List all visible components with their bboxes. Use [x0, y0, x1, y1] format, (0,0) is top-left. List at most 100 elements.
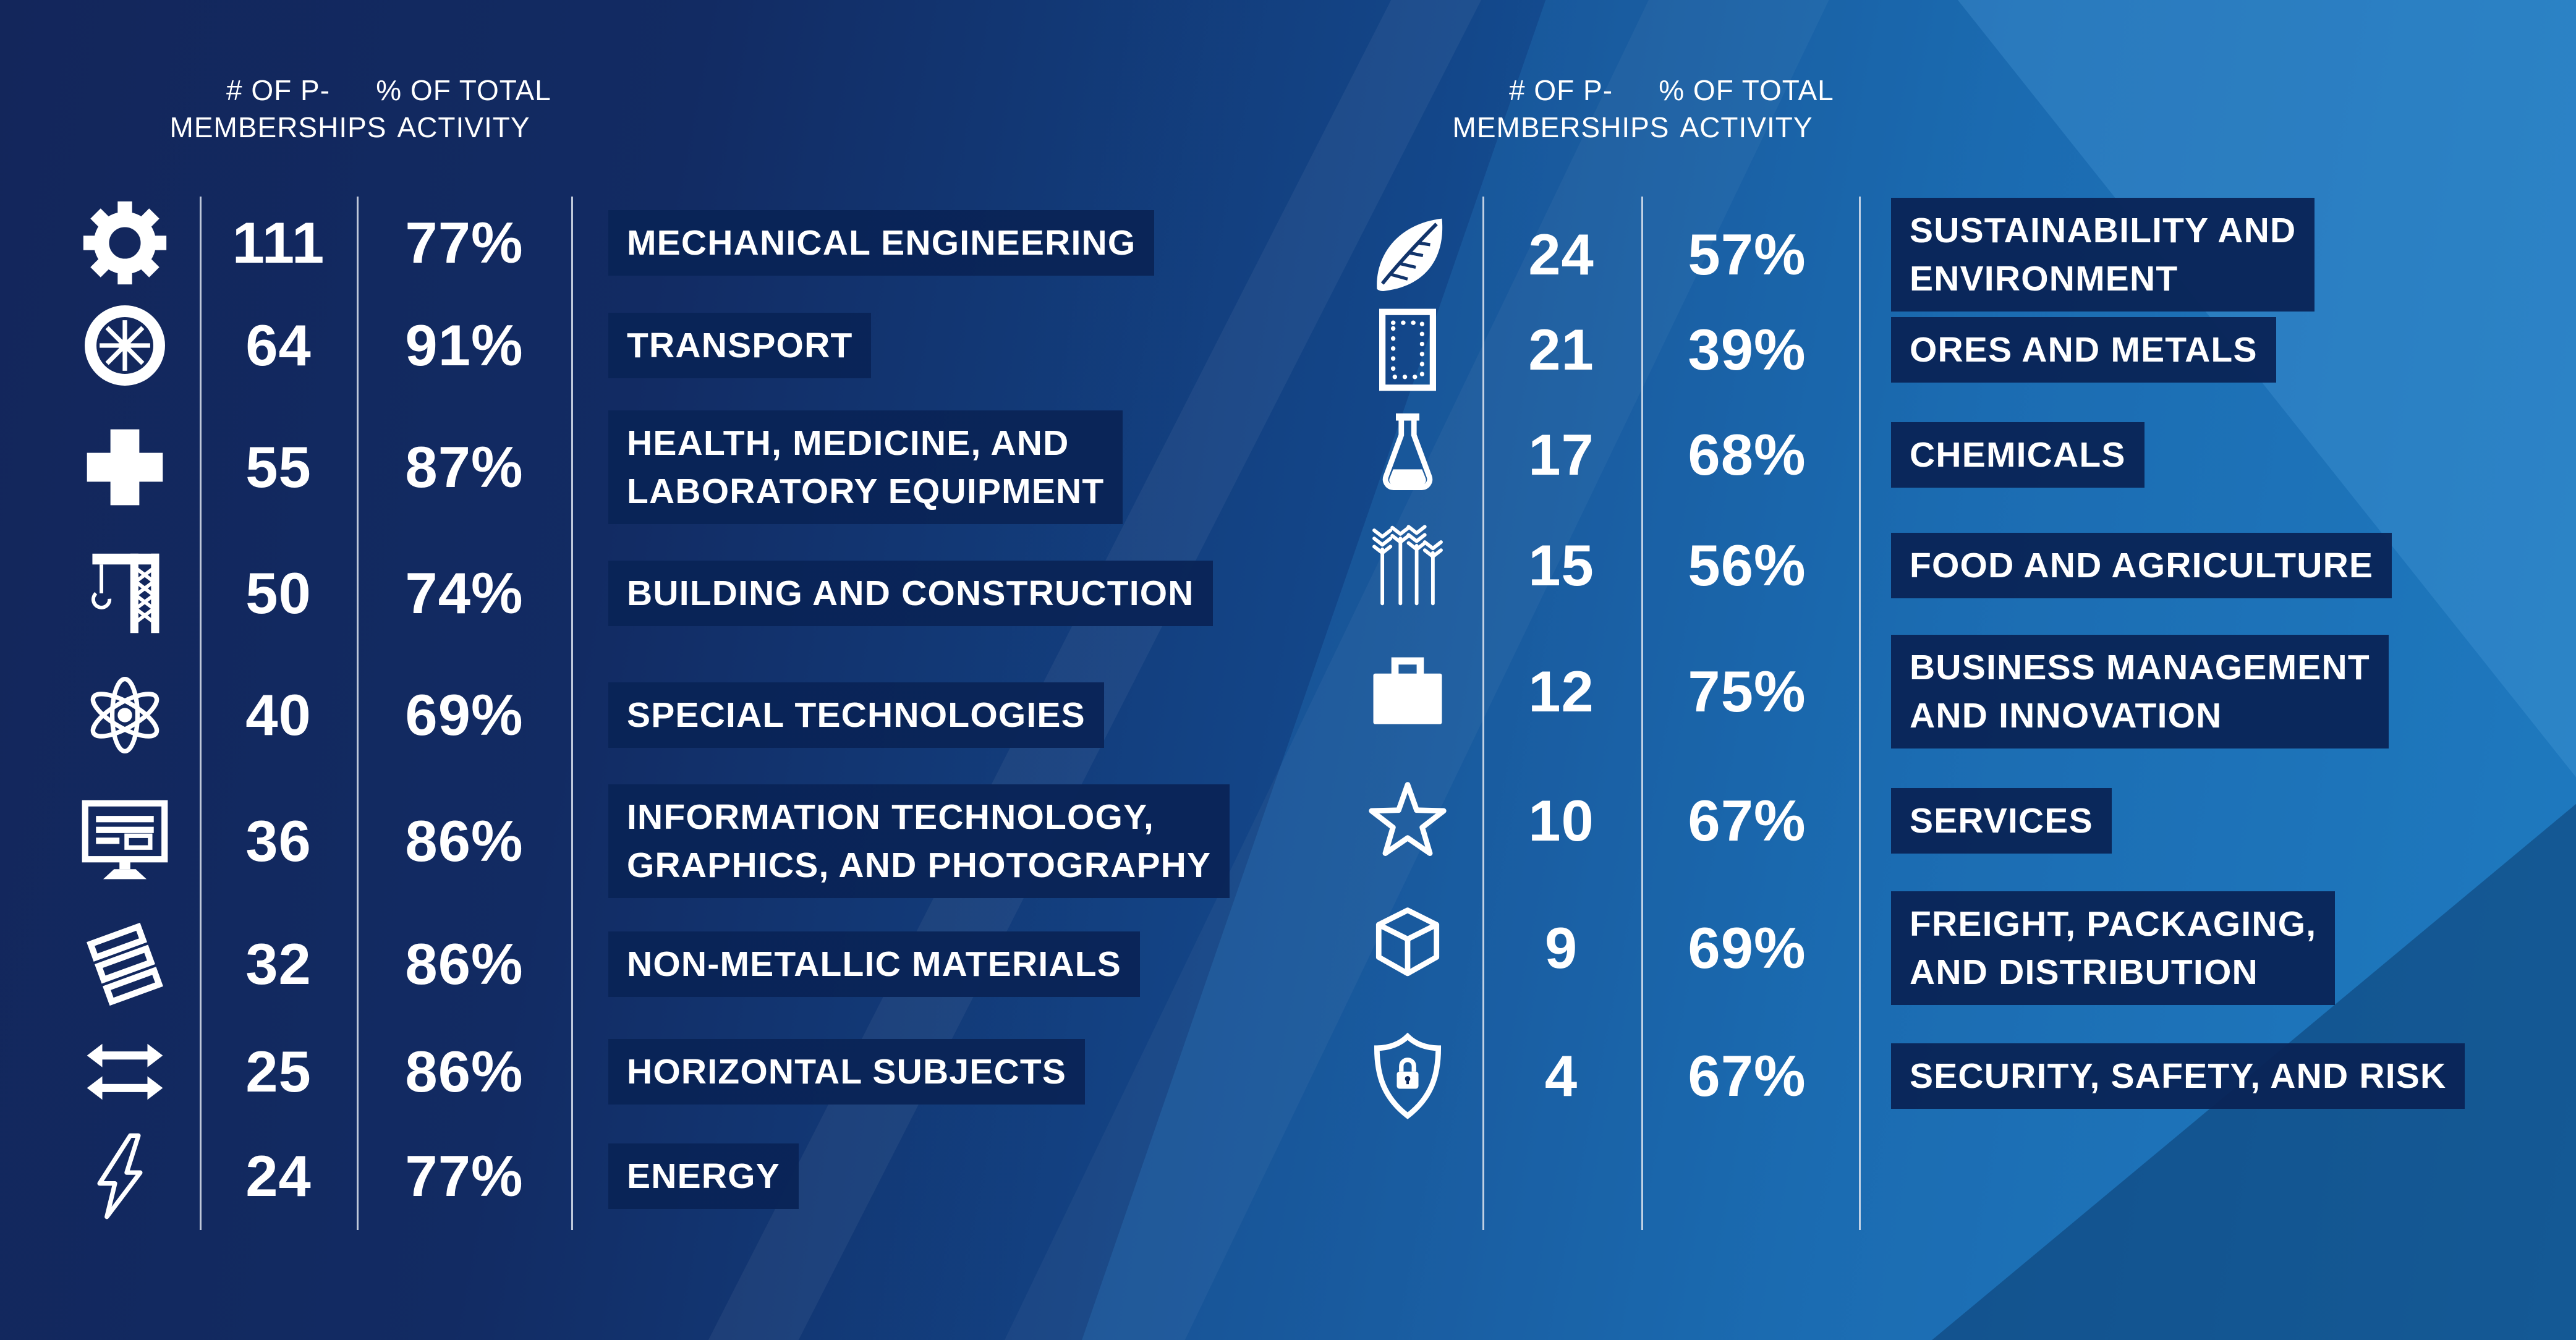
activity-percent: 86%	[405, 931, 524, 996]
activity-percent: 86%	[405, 1038, 524, 1104]
layers-icon	[49, 919, 200, 1009]
memberships-count: 40	[245, 682, 312, 747]
star-icon	[1332, 776, 1482, 866]
category-label: SECURITY, SAFETY, AND RISK	[1891, 1043, 2465, 1109]
category-label: SUSTAINABILITY AND ENVIRONMENT	[1891, 198, 2315, 312]
activity-percent: 69%	[1688, 915, 1806, 980]
memberships-count: 55	[245, 435, 312, 499]
activity-percent: 86%	[405, 808, 524, 873]
activity-percent: 67%	[1688, 788, 1806, 853]
category-label: FREIGHT, PACKAGING, AND DISTRIBUTION	[1891, 891, 2336, 1005]
column-divider	[1641, 197, 1643, 1230]
arrows-icon	[49, 1027, 200, 1117]
monitor-icon	[49, 796, 200, 886]
activity-percent: 68%	[1688, 422, 1806, 487]
table-row: 12 75% BUSINESS MANAGEMENT AND INNOVATION	[1332, 625, 2527, 757]
memberships-count: 50	[245, 561, 312, 625]
table-row: 25 86% HORIZONTAL SUBJECTS	[49, 1021, 1292, 1122]
memberships-count: 21	[1528, 316, 1594, 382]
table-row: 36 86% INFORMATION TECHNOLOGY, GRAPHICS, …	[49, 776, 1292, 907]
table-row: 111 77% MECHANICAL ENGINEERING	[49, 198, 1292, 288]
category-label-cell: ORES AND METALS	[1854, 316, 2527, 383]
column-divider	[200, 197, 202, 1230]
memberships-count: 24	[1528, 222, 1594, 287]
category-label: SPECIAL TECHNOLOGIES	[608, 682, 1104, 748]
gear-icon	[49, 198, 200, 288]
activity-percent: 57%	[1688, 222, 1806, 287]
memberships-count: 9	[1544, 915, 1578, 980]
memberships-count: 17	[1528, 422, 1594, 487]
left-panel: # OF P- MEMBERSHIPS % OF TOTAL ACTIVITY …	[49, 0, 1292, 1340]
memberships-count: 64	[245, 312, 312, 378]
memberships-count: 111	[232, 210, 325, 275]
category-label: TRANSPORT	[608, 312, 872, 378]
category-label: FOOD AND AGRICULTURE	[1891, 533, 2392, 598]
column-divider	[1859, 197, 1861, 1230]
table-row: 32 86% NON-METALLIC MATERIALS	[49, 907, 1292, 1021]
category-label: HEALTH, MEDICINE, AND LABORATORY EQUIPMEN…	[608, 410, 1123, 524]
activity-column-header: % OF TOTAL ACTIVITY	[376, 74, 551, 143]
activity-percent: 91%	[405, 312, 524, 378]
category-label-cell: SECURITY, SAFETY, AND RISK	[1854, 1043, 2527, 1109]
medical-cross-icon	[49, 422, 200, 512]
category-label-cell: FOOD AND AGRICULTURE	[1854, 533, 2527, 598]
memberships-count: 15	[1528, 533, 1594, 598]
activity-percent: 74%	[405, 561, 524, 625]
briefcase-icon	[1332, 647, 1482, 737]
left-panel-rows: 111 77% MECHANICAL ENGINEERING 64 91% TR…	[49, 0, 1292, 1340]
category-label-cell: SPECIAL TECHNOLOGIES	[571, 682, 1292, 748]
category-label-cell: BUILDING AND CONSTRUCTION	[571, 561, 1292, 626]
table-row: 10 67% SERVICES	[1332, 757, 2527, 884]
category-label: CHEMICALS	[1891, 422, 2145, 488]
table-row: 4 67% SECURITY, SAFETY, AND RISK	[1332, 1012, 2527, 1140]
category-label: ENERGY	[608, 1143, 799, 1209]
memberships-column-header: # OF P- MEMBERSHIPS	[1452, 74, 1670, 143]
category-label: NON-METALLIC MATERIALS	[608, 931, 1141, 997]
activity-percent: 87%	[405, 435, 524, 499]
activity-percent: 77%	[405, 1143, 524, 1208]
wheel-icon	[49, 300, 200, 391]
bolt-icon	[49, 1131, 200, 1221]
table-row: 21 39% ORES AND METALS	[1332, 295, 2527, 404]
activity-percent: 77%	[405, 210, 524, 275]
category-label-cell: CHEMICALS	[1854, 422, 2527, 488]
category-label-cell: FREIGHT, PACKAGING, AND DISTRIBUTION	[1854, 891, 2527, 1005]
category-label: BUSINESS MANAGEMENT AND INNOVATION	[1891, 634, 2389, 748]
category-label-cell: NON-METALLIC MATERIALS	[571, 931, 1292, 997]
activity-column-header: % OF TOTAL ACTIVITY	[1659, 74, 1834, 143]
table-row: 50 74% BUILDING AND CONSTRUCTION	[49, 532, 1292, 655]
category-label: ORES AND METALS	[1891, 316, 2276, 383]
memberships-count: 24	[245, 1143, 312, 1208]
shield-lock-icon	[1332, 1031, 1482, 1121]
atom-icon	[49, 670, 200, 760]
wheat-icon	[1332, 520, 1482, 611]
activity-percent: 56%	[1688, 533, 1806, 598]
column-divider	[1482, 197, 1484, 1230]
category-label-cell: INFORMATION TECHNOLOGY, GRAPHICS, AND PHO…	[571, 784, 1292, 898]
memberships-count: 36	[245, 808, 312, 873]
memberships-count: 32	[245, 931, 312, 996]
table-row: 64 91% TRANSPORT	[49, 288, 1292, 402]
column-divider	[357, 197, 359, 1230]
category-label-cell: ENERGY	[571, 1143, 1292, 1209]
right-panel: # OF P- MEMBERSHIPS % OF TOTAL ACTIVITY …	[1332, 0, 2527, 1340]
activity-percent: 75%	[1688, 658, 1806, 724]
frame-icon	[1332, 305, 1482, 395]
memberships-count: 10	[1528, 788, 1594, 853]
table-row: 24 77% ENERGY	[49, 1122, 1292, 1230]
flask-icon	[1332, 410, 1482, 500]
memberships-count: 12	[1528, 658, 1594, 724]
category-label-cell: MECHANICAL ENGINEERING	[571, 210, 1292, 276]
category-label: INFORMATION TECHNOLOGY, GRAPHICS, AND PHO…	[608, 784, 1230, 898]
activity-percent: 39%	[1688, 316, 1806, 382]
category-label-cell: TRANSPORT	[571, 312, 1292, 378]
table-row: 55 87% HEALTH, MEDICINE, AND LABORATORY E…	[49, 402, 1292, 532]
leaf-icon	[1332, 210, 1482, 300]
table-row: 40 69% SPECIAL TECHNOLOGIES	[49, 655, 1292, 776]
category-label-cell: SERVICES	[1854, 788, 2527, 854]
table-row: 24 57% SUSTAINABILITY AND ENVIRONMENT	[1332, 198, 2527, 312]
category-label: MECHANICAL ENGINEERING	[608, 210, 1155, 276]
table-row: 17 68% CHEMICALS	[1332, 404, 2527, 506]
activity-percent: 67%	[1688, 1043, 1806, 1108]
